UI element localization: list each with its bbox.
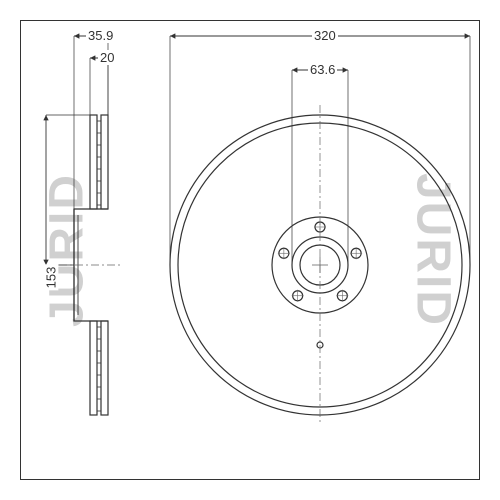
dim-disc-thickness: 20 [98,50,116,65]
dim-outer-diameter: 320 [312,28,338,43]
dim-half-diameter: 153 [43,265,58,291]
dim-hub-diameter: 63.6 [308,62,337,77]
dim-total-height: 35.9 [86,28,115,43]
technical-drawing [0,0,500,500]
